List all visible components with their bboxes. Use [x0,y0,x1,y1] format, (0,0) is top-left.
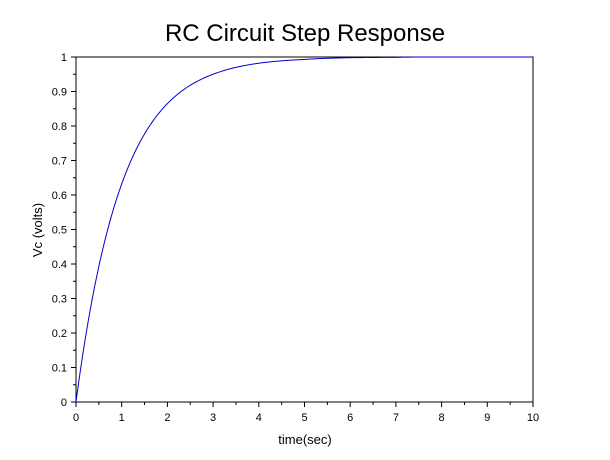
x-tick-label: 3 [210,412,216,424]
y-tick-label: 0 [61,397,67,409]
chart-title: RC Circuit Step Response [165,20,445,47]
x-tick-label: 6 [347,412,353,424]
x-axis-label: time(sec) [278,432,331,447]
y-tick-label: 0.9 [52,87,67,99]
y-tick-label: 0.4 [52,259,67,271]
y-tick-label: 0.6 [52,190,67,202]
x-tick-label: 1 [119,412,125,424]
plot-border [75,56,534,403]
y-tick-label: 0.3 [52,294,67,306]
x-tick-label: 8 [439,412,445,424]
y-tick-label: 0.8 [52,121,67,133]
x-tick-label: 9 [484,412,490,424]
y-tick-label: 1 [61,52,67,64]
y-tick-label: 0.1 [52,363,67,375]
y-tick-label: 0.2 [52,328,67,340]
x-axis: 0 1 2 3 4 5 6 7 8 9 10 [73,402,539,424]
y-axis-label: Vc (volts) [30,203,45,257]
y-axis: 0 0.1 0.2 0.3 0.4 0.5 0.6 0.7 0.8 0.9 1 [52,52,76,409]
plot-frame [75,56,534,403]
x-tick-label: 4 [256,412,262,424]
y-tick-label: 0.5 [52,225,67,237]
x-tick-label: 0 [73,412,79,424]
x-tick-label: 7 [393,412,399,424]
x-tick-label: 2 [164,412,170,424]
series-line-vc [75,56,533,403]
y-tick-label: 0.7 [52,156,67,168]
x-tick-label: 5 [301,412,307,424]
x-tick-label: 10 [527,412,539,424]
